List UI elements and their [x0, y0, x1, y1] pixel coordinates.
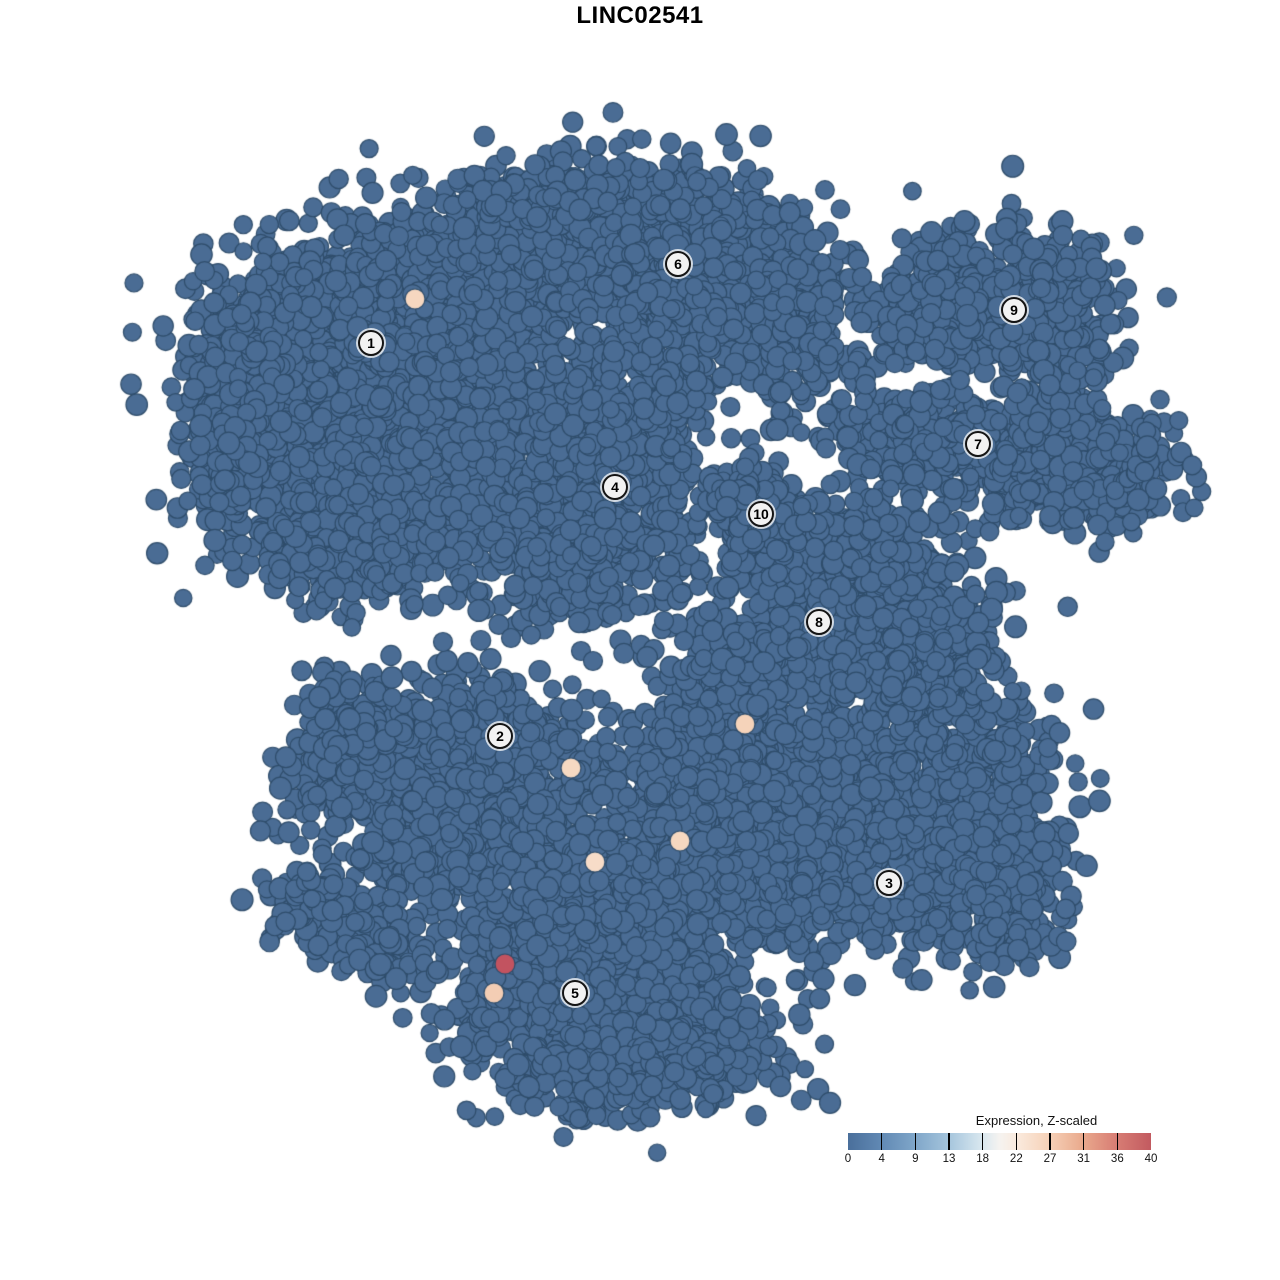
colorbar-tick-label: 9 — [912, 1153, 919, 1165]
cluster-label-1: 1 — [358, 330, 384, 356]
colorbar-tick-line — [914, 1133, 917, 1150]
colorbar-tick-label: 22 — [1009, 1153, 1023, 1165]
colorbar-tick-labels: 0 4 9 13 18 22 27 31 36 40 — [844, 1153, 1158, 1167]
expression-colorbar-legend: Expression, Z-scaled 0 4 9 13 18 22 27 31 36 40 — [844, 1113, 1158, 1167]
colorbar-tick-line — [1116, 1133, 1119, 1150]
colorbar-gradient — [848, 1133, 1151, 1150]
colorbar-tick-label: 40 — [1144, 1153, 1158, 1165]
colorbar-tick-line — [981, 1133, 984, 1150]
colorbar-tick-label: 13 — [942, 1153, 956, 1165]
cluster-label-8: 8 — [806, 609, 832, 635]
colorbar-tick-label: 0 — [844, 1153, 852, 1165]
colorbar-tick-label: 36 — [1110, 1153, 1124, 1165]
colorbar-tick-line — [1082, 1133, 1085, 1150]
colorbar-tick-label: 18 — [976, 1153, 990, 1165]
cluster-label-3: 3 — [876, 870, 902, 896]
colorbar-tick-label: 31 — [1077, 1153, 1091, 1165]
colorbar — [848, 1133, 1151, 1150]
cluster-label-5: 5 — [562, 980, 588, 1006]
cluster-label-7: 7 — [965, 431, 991, 457]
colorbar-tick-label: 4 — [878, 1153, 885, 1165]
colorbar-tick-line — [1015, 1133, 1018, 1150]
cluster-label-2: 2 — [487, 723, 513, 749]
legend-title: Expression, Z-scaled — [975, 1113, 1098, 1128]
cluster-label-4: 4 — [602, 474, 628, 500]
cluster-label-10: 10 — [748, 501, 774, 527]
colorbar-tick-label: 27 — [1043, 1153, 1057, 1165]
colorbar-tick-line — [1049, 1133, 1051, 1150]
cluster-label-9: 9 — [1001, 297, 1027, 323]
colorbar-tick-line — [880, 1133, 883, 1150]
cluster-label-6: 6 — [665, 251, 691, 277]
colorbar-tick-line — [948, 1133, 950, 1150]
